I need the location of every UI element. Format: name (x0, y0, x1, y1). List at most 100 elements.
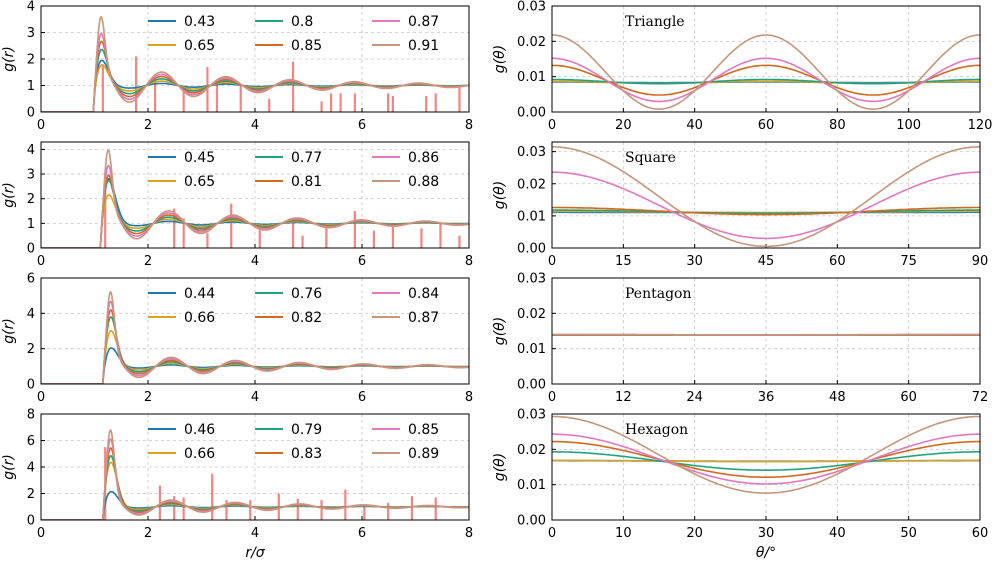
y-tick-label: 4 (27, 0, 35, 15)
y-axis-label: g(θ) (492, 181, 508, 209)
series-line-0.85 (552, 433, 980, 485)
x-tick-label: 2 (144, 118, 152, 133)
legend: 0.43 0.65 0.8 0.85 0.87 0.91 (148, 14, 439, 54)
y-tick-label: 2 (27, 487, 35, 502)
x-tick-label: 100 (896, 118, 921, 133)
y-tick-label: 1 (27, 217, 35, 232)
y-axis-label: g(θ) (492, 453, 508, 481)
y-tick-label: 0 (27, 106, 35, 121)
y-axis-label: g(r) (1, 454, 17, 480)
y-tick-label: 0 (27, 514, 35, 529)
x-tick-label: 60 (972, 526, 989, 541)
legend-label: 0.65 (184, 38, 215, 54)
series-line-0.91 (41, 16, 469, 112)
y-tick-label: 2 (27, 342, 35, 357)
panel-title: Pentagon (625, 286, 691, 302)
y-tick-label: 1 (27, 79, 35, 94)
series-line-0.66 (552, 459, 980, 463)
x-axis-label: r/σ (245, 545, 265, 561)
legend: 0.45 0.65 0.77 0.81 0.86 0.88 (148, 150, 439, 190)
plot-area (41, 290, 469, 384)
x-tick-label: 45 (758, 254, 775, 269)
series-line-0.88 (552, 146, 980, 248)
plot-area (552, 34, 980, 111)
y-tick-label: 0.01 (517, 478, 546, 493)
x-tick-label: 80 (829, 118, 846, 133)
x-tick-label: 120 (968, 118, 993, 133)
legend-label: 0.85 (408, 422, 439, 438)
y-tick-label: 3 (27, 26, 35, 41)
x-tick-label: 2 (144, 526, 152, 541)
series-line-0.87 (41, 290, 469, 384)
series-line-0.8 (552, 78, 980, 85)
x-tick-label: 2 (144, 254, 152, 269)
panel-radial-3: 0 2 4 6 8 0 2 4 6 g(r) 0.44 0.66 0.76 0.82 0.84 0.87 (1, 272, 473, 406)
y-tick-label: 6 (27, 434, 35, 449)
series-line-0.89 (41, 428, 469, 520)
axes-frame (40, 277, 470, 385)
plot-area (41, 428, 469, 520)
legend-label: 0.86 (408, 150, 439, 166)
x-tick-label: 2 (144, 390, 152, 405)
x-tick-label: 36 (758, 390, 775, 405)
y-tick-label: 0.02 (517, 35, 546, 50)
panel-angular-pentagon: 0 12 24 36 48 60 72 0.00 0.01 0.02 0.03 g(θ) Pentago… (492, 272, 988, 406)
y-tick-label: 0.00 (517, 514, 546, 529)
x-tick-label: 0 (548, 254, 556, 269)
y-tick-label: 0.02 (517, 177, 546, 192)
y-tick-label: 0.00 (517, 106, 546, 121)
series-line-0.89 (552, 415, 980, 494)
legend-label: 0.85 (291, 38, 322, 54)
plot-area (41, 149, 469, 248)
x-tick-label: 6 (358, 254, 366, 269)
legend-label: 0.77 (291, 150, 322, 166)
x-tick-label: 40 (829, 526, 846, 541)
legend-label: 0.89 (408, 446, 439, 462)
legend-label: 0.45 (184, 150, 215, 166)
y-tick-label: 3 (27, 168, 35, 183)
x-tick-label: 60 (900, 390, 917, 405)
legend-label: 0.87 (408, 14, 439, 30)
x-tick-label: 90 (972, 254, 989, 269)
axes-frame (40, 413, 470, 521)
x-tick-label: 0 (37, 390, 45, 405)
x-tick-label: 48 (829, 390, 846, 405)
y-tick-label: 0 (27, 378, 35, 393)
x-tick-label: 0 (548, 390, 556, 405)
x-tick-label: 60 (758, 118, 775, 133)
panel-radial-2: 0 2 4 6 8 0 1 2 3 4 g(r) 0.45 0.65 0.77 0.81 0.86 0.88 (1, 141, 473, 269)
x-tick-label: 6 (358, 526, 366, 541)
legend-label: 0.66 (184, 310, 215, 326)
x-tick-label: 30 (686, 254, 703, 269)
x-tick-label: 0 (37, 254, 45, 269)
x-tick-label: 40 (686, 118, 703, 133)
y-axis-label: g(θ) (492, 45, 508, 73)
legend-label: 0.87 (408, 310, 439, 326)
y-tick-label: 4 (27, 143, 35, 158)
legend-label: 0.91 (408, 38, 439, 54)
y-tick-label: 6 (27, 272, 35, 287)
plot-area (41, 16, 469, 112)
y-tick-label: 0.01 (517, 342, 546, 357)
axes-frame (40, 5, 470, 113)
y-tick-label: 0.03 (517, 0, 546, 15)
panel-radial-4: 0 2 4 6 8 0 2 4 6 8 g(r) r/σ 0.46 0.66 0.79 0.83 0.85 0.8… (1, 408, 473, 562)
y-tick-label: 0.03 (517, 145, 546, 160)
plot-area (552, 146, 980, 248)
x-tick-label: 8 (465, 118, 473, 133)
x-tick-label: 30 (758, 526, 775, 541)
x-tick-label: 4 (251, 118, 259, 133)
legend-label: 0.8 (291, 14, 313, 30)
panel-angular-square: 0 15 30 45 60 75 90 0.00 0.01 0.02 0.03 g(θ) Square (492, 141, 989, 269)
x-axis-label: θ/° (756, 545, 776, 561)
x-tick-label: 4 (251, 390, 259, 405)
x-tick-label: 72 (972, 390, 989, 405)
x-tick-label: 0 (548, 526, 556, 541)
x-tick-label: 6 (358, 390, 366, 405)
x-tick-label: 60 (829, 254, 846, 269)
y-tick-label: 0.03 (517, 272, 546, 287)
x-tick-label: 4 (251, 254, 259, 269)
y-tick-label: 0.01 (517, 209, 546, 224)
y-tick-label: 8 (27, 408, 35, 423)
